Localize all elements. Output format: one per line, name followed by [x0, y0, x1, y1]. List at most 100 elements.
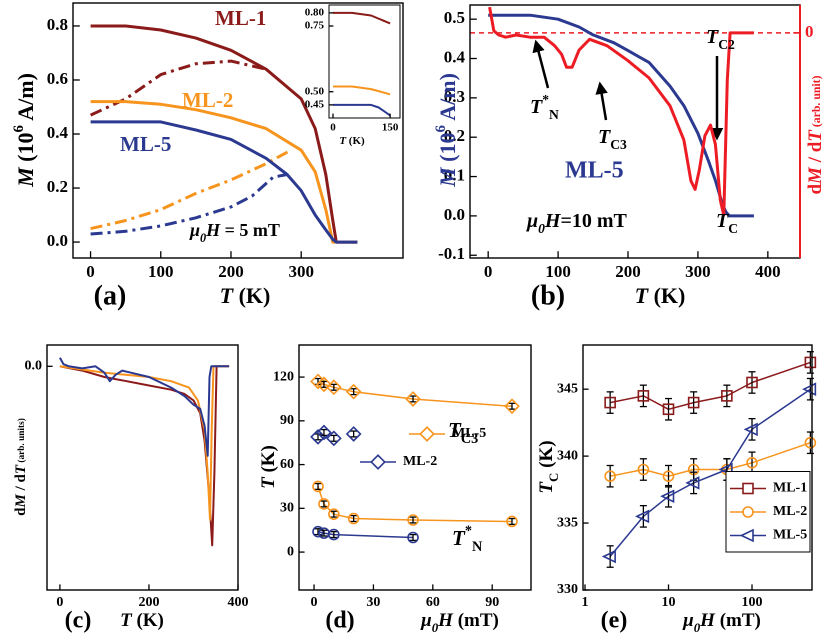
y2-axis-label: dM / dT (arb. unit) — [805, 75, 826, 194]
legend-marker — [742, 482, 754, 495]
error-bar — [508, 402, 516, 410]
data-line — [90, 173, 288, 236]
data-line — [90, 100, 358, 244]
x-tick-label: 300 — [685, 262, 711, 281]
x-tick-label: 100 — [545, 262, 571, 281]
legend-label: ML-1 — [773, 481, 807, 496]
text-part: (arb. units) — [16, 418, 27, 465]
text-part: N — [472, 539, 483, 555]
error-bar — [330, 383, 338, 391]
data-point — [804, 356, 817, 369]
x-axis-label: T (K) — [220, 283, 271, 308]
text-part: 0 — [200, 231, 206, 245]
error-bar — [320, 500, 328, 508]
error-bar — [330, 531, 338, 539]
error-bar — [723, 384, 731, 408]
error-bar — [748, 371, 756, 394]
panel-label: (b) — [531, 280, 565, 311]
text-part: d — [805, 184, 826, 195]
series-label: ML-2 — [182, 88, 233, 112]
text-part: (K) — [536, 440, 557, 472]
data-point — [685, 476, 700, 490]
data-point — [325, 379, 342, 396]
text-part: d — [13, 507, 29, 516]
text-part: 0 — [432, 620, 439, 635]
y-tick-label: 30 — [280, 501, 294, 516]
data-line — [333, 85, 391, 96]
text-part: C — [728, 221, 738, 236]
annotation: T*N — [530, 92, 559, 122]
error-bar — [330, 434, 338, 442]
y-tick-label: 0.6 — [47, 69, 68, 88]
y-tick-label: 0.1 — [444, 165, 465, 184]
x-tick-label: 0 — [56, 595, 63, 610]
text-part: (K) — [648, 283, 685, 308]
connecting-line — [609, 361, 811, 411]
text-part: μ — [420, 610, 432, 631]
error-bar — [409, 516, 417, 524]
error-bar — [639, 384, 647, 408]
x-tick-label: 300 — [288, 262, 314, 281]
text-part: M — [13, 166, 38, 188]
error-bar — [606, 545, 614, 568]
error-bar — [606, 464, 614, 488]
x-tick-label: 400 — [228, 595, 249, 610]
text-part: =10 mT — [560, 210, 627, 232]
text-part: T — [635, 283, 650, 308]
text-part: (arb. unit) — [810, 75, 823, 130]
data-point — [637, 390, 650, 402]
legend-marker — [739, 528, 754, 543]
data-point — [328, 508, 340, 520]
x-tick-label: 1 — [582, 595, 589, 610]
error-bar — [320, 428, 328, 437]
y-tick-label: 0.0 — [47, 231, 68, 250]
error-bar — [748, 417, 756, 441]
text-part: H — [437, 610, 454, 631]
text-part: μ — [189, 220, 200, 240]
y-tick-label: 0.0 — [25, 359, 43, 374]
text-part: (K) — [233, 283, 270, 308]
legend-label: ML-5 — [452, 426, 486, 441]
x-tick-label: 200 — [138, 595, 159, 610]
error-bar — [409, 395, 417, 403]
annotation: TC2 — [706, 26, 735, 52]
text-part: T — [258, 476, 279, 489]
annotation: μ0H = 5 mT — [189, 220, 280, 245]
y-tick-label: 330 — [557, 582, 578, 597]
axes-frame — [328, 4, 401, 119]
text-part: (mT) — [453, 610, 499, 631]
text-part: C3 — [610, 137, 627, 152]
x-axis-label: μ0H (mT) — [682, 610, 761, 635]
data-point — [347, 512, 360, 525]
text-part: T — [706, 26, 719, 48]
axes-frame — [72, 2, 404, 259]
text-part: (K) — [346, 135, 365, 147]
text-part: T — [536, 481, 557, 494]
data-point — [604, 470, 616, 483]
data-point — [312, 525, 324, 538]
data-point — [662, 403, 675, 416]
data-point — [743, 422, 758, 437]
series-label: ML-5 — [120, 132, 171, 156]
data-point — [635, 509, 650, 524]
y-tick-label: 60 — [280, 457, 294, 472]
y-tick-label: 0.50 — [305, 85, 325, 97]
error-bar — [806, 377, 814, 401]
panel-label: (c) — [65, 608, 92, 634]
x-tick-label: 0 — [86, 262, 95, 281]
y-axis-label: M (106 A/m) — [11, 73, 38, 188]
error-bar — [508, 517, 516, 526]
panel-label: (a) — [94, 280, 127, 311]
text-part: (10 — [13, 133, 38, 168]
x-tick-label: 0 — [330, 121, 336, 133]
data-point — [746, 376, 758, 389]
data-point — [637, 463, 650, 476]
text-part: * — [465, 523, 472, 539]
text-part: (K) — [258, 445, 279, 477]
x-tick-label: 0 — [311, 595, 318, 610]
x-tick-label: 10 — [662, 595, 676, 610]
series-label: ML-5 — [565, 158, 624, 184]
data-point — [601, 549, 616, 564]
data-point — [721, 390, 733, 402]
data-point — [687, 396, 700, 409]
